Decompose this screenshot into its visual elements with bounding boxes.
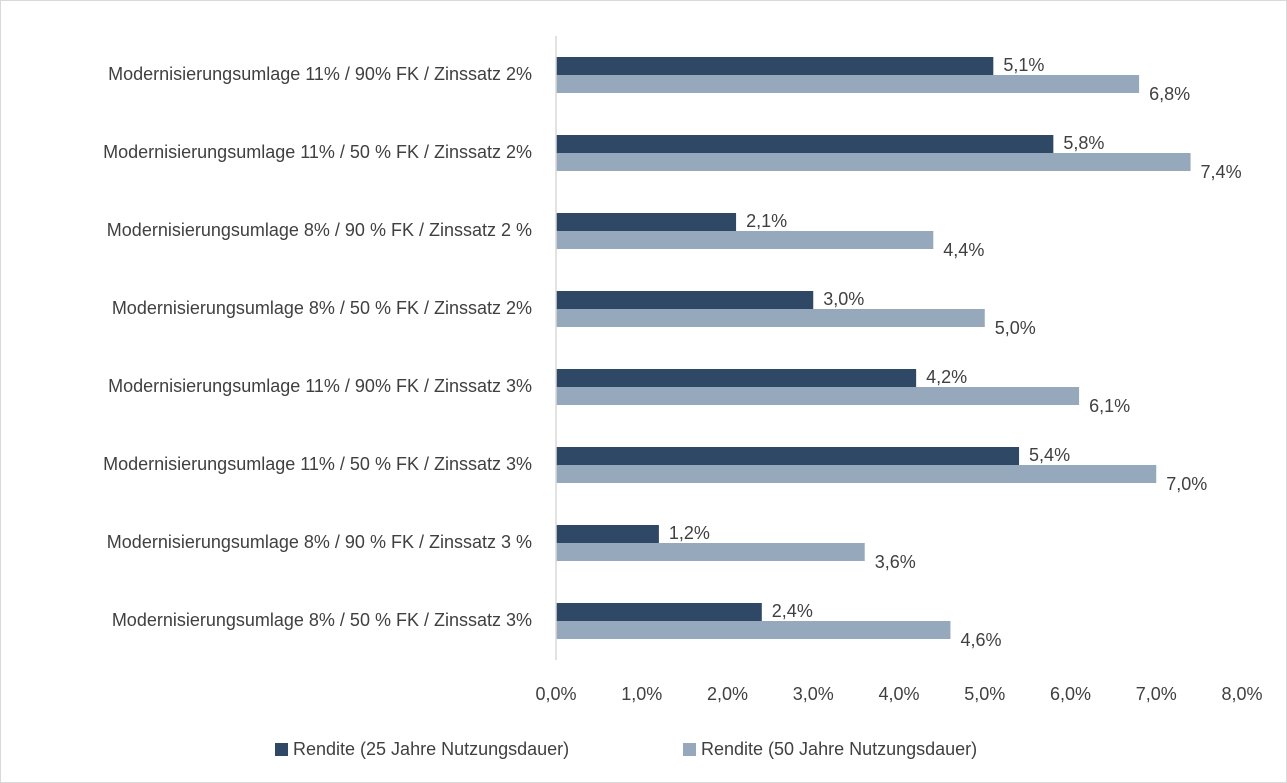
data-label: 5,8% [1063,133,1104,153]
legend-label: Rendite (50 Jahre Nutzungsdauer) [701,739,977,759]
bar [556,525,659,543]
x-tick-label: 3,0% [793,684,834,704]
bar [556,153,1191,171]
bar [556,57,994,75]
bar [556,291,814,309]
data-label: 5,1% [1003,55,1044,75]
y-tick-label: Modernisierungsumlage 8% / 90 % FK / Zin… [107,220,532,240]
legend-swatch [683,743,696,756]
bar [556,603,762,621]
y-tick-label: Modernisierungsumlage 8% / 90 % FK / Zin… [107,532,532,552]
bar [556,621,951,639]
x-tick-label: 0,0% [535,684,576,704]
bar [556,75,1140,93]
data-label: 5,0% [995,318,1036,338]
x-tick-label: 5,0% [964,684,1005,704]
x-tick-label: 6,0% [1050,684,1091,704]
data-label: 2,1% [746,211,787,231]
data-label: 5,4% [1029,445,1070,465]
data-label: 3,0% [823,289,864,309]
data-label: 3,6% [875,552,916,572]
bar [556,465,1157,483]
bar [556,543,865,561]
bar [556,135,1054,153]
data-label: 4,4% [943,240,984,260]
data-label: 4,2% [926,367,967,387]
y-tick-label: Modernisierungsumlage 8% / 50 % FK / Zin… [112,610,532,630]
x-tick-label: 1,0% [621,684,662,704]
y-tick-label: Modernisierungsumlage 11% / 50 % FK / Zi… [103,142,532,162]
x-tick-label: 8,0% [1221,684,1262,704]
data-label: 6,8% [1149,84,1190,104]
bar [556,231,934,249]
data-label: 7,4% [1201,162,1242,182]
data-label: 4,6% [960,630,1001,650]
data-label: 1,2% [669,523,710,543]
y-tick-label: Modernisierungsumlage 11% / 90% FK / Zin… [108,64,532,84]
data-label: 7,0% [1166,474,1207,494]
bar [556,213,737,231]
y-tick-label: Modernisierungsumlage 11% / 50 % FK / Zi… [103,454,532,474]
legend-label: Rendite (25 Jahre Nutzungsdauer) [293,739,569,759]
bar [556,447,1020,465]
y-tick-label: Modernisierungsumlage 11% / 90% FK / Zin… [108,376,532,396]
x-tick-label: 2,0% [707,684,748,704]
bar [556,387,1080,405]
bar [556,369,917,387]
data-label: 6,1% [1089,396,1130,416]
data-label: 2,4% [772,601,813,621]
legend-swatch [275,743,288,756]
x-tick-label: 4,0% [878,684,919,704]
y-tick-label: Modernisierungsumlage 8% / 50 % FK / Zin… [112,298,532,318]
bar [556,309,985,327]
x-tick-label: 7,0% [1136,684,1177,704]
